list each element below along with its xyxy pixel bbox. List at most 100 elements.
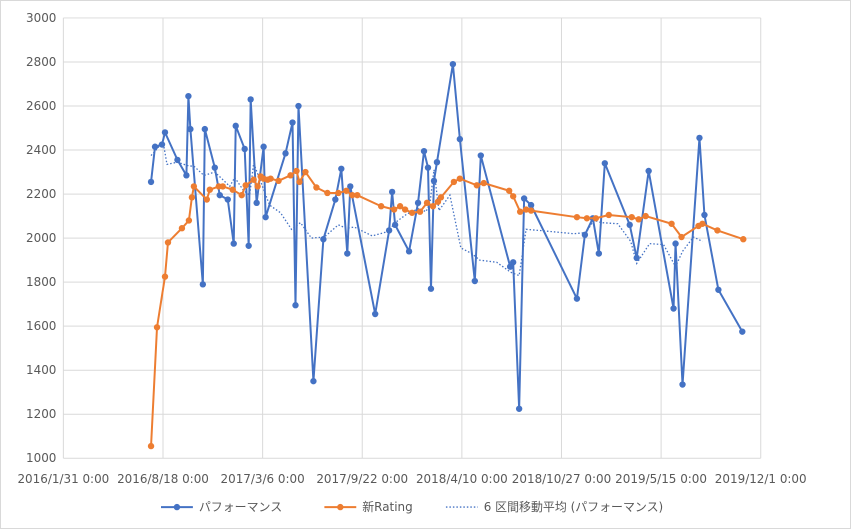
data-point — [480, 179, 487, 187]
y-tick-label: 2600 — [26, 99, 56, 113]
data-point — [473, 182, 480, 189]
data-point — [295, 102, 302, 110]
y-tick-label: 2800 — [26, 55, 56, 69]
data-point — [190, 183, 198, 190]
data-point — [178, 225, 186, 232]
data-point — [324, 189, 331, 197]
series-line — [150, 63, 744, 410]
data-point — [230, 240, 237, 247]
data-point — [349, 191, 356, 199]
data-point — [199, 281, 207, 288]
data-point — [672, 240, 679, 247]
moving-average-line — [150, 139, 703, 277]
data-point — [635, 216, 642, 223]
data-point — [174, 156, 181, 164]
x-tick-label: 2019/5/15 0:00 — [615, 472, 707, 486]
data-point — [203, 196, 211, 203]
data-point — [699, 220, 706, 227]
data-point — [372, 310, 379, 318]
data-point — [645, 167, 652, 175]
data-point — [429, 203, 437, 210]
x-tick-label: 2017/9/22 0:00 — [316, 472, 408, 486]
y-tick-label: 1200 — [26, 407, 56, 421]
y-axis-tick-labels: 1000 1200 1400 1600 1800 2000 2200 2400 2600 2800… — [26, 11, 56, 465]
data-point — [527, 207, 535, 214]
data-point — [701, 211, 708, 219]
data-point — [158, 141, 166, 148]
data-point — [670, 305, 677, 312]
data-point — [396, 203, 404, 210]
data-point — [505, 187, 513, 194]
series-layer — [147, 60, 747, 450]
data-point — [633, 254, 640, 262]
data-point — [161, 273, 169, 280]
data-point — [430, 177, 438, 185]
y-tick-label: 2000 — [26, 231, 56, 245]
data-point — [354, 191, 361, 199]
data-point — [515, 405, 523, 412]
data-point — [477, 152, 484, 159]
data-point — [405, 248, 413, 255]
data-point — [516, 208, 524, 215]
data-point — [320, 236, 327, 243]
data-point — [390, 206, 398, 213]
data-point — [427, 285, 435, 292]
data-point — [232, 122, 239, 130]
data-point — [332, 196, 339, 203]
data-point — [522, 206, 530, 213]
data-point — [583, 215, 591, 222]
x-tick-label: 2018/4/10 0:00 — [416, 472, 508, 486]
data-point — [740, 236, 747, 243]
data-point — [433, 159, 441, 166]
data-point — [188, 194, 196, 201]
data-point — [520, 195, 528, 202]
data-point — [161, 129, 169, 136]
legend-entry-moving-average: 6 区間移動平均 (パフォーマンス) — [445, 500, 663, 514]
data-point — [573, 295, 581, 302]
data-point — [183, 172, 190, 179]
x-tick-label: 2018/10/27 0:00 — [512, 472, 611, 486]
legend-marker-rating — [337, 503, 344, 511]
data-point — [696, 134, 703, 142]
data-point — [293, 167, 300, 175]
data-point — [527, 201, 535, 209]
data-point — [151, 143, 159, 150]
data-point — [420, 147, 428, 155]
series-line — [150, 169, 744, 447]
data-point — [416, 208, 424, 215]
data-point — [185, 92, 192, 100]
data-point — [456, 175, 464, 182]
data-point — [592, 215, 600, 222]
data-point — [206, 186, 214, 193]
data-point — [595, 250, 603, 257]
data-point — [401, 206, 409, 213]
data-point — [626, 221, 633, 229]
data-point — [343, 187, 350, 194]
data-point — [668, 220, 675, 227]
data-point — [241, 145, 248, 153]
data-point — [238, 191, 245, 199]
data-point — [267, 175, 274, 182]
data-point — [185, 217, 193, 224]
data-point — [216, 191, 223, 199]
data-point — [335, 189, 342, 197]
data-point — [229, 186, 236, 193]
data-point — [338, 165, 345, 172]
data-point — [211, 164, 218, 171]
data-point — [253, 199, 260, 207]
y-tick-label: 1800 — [26, 275, 56, 289]
data-point — [344, 250, 351, 257]
data-point — [456, 135, 464, 143]
legend-entry-rating: 新Rating — [324, 499, 413, 514]
data-point — [678, 233, 685, 241]
data-point — [292, 302, 299, 309]
data-point — [377, 203, 385, 210]
data-point — [245, 242, 252, 249]
data-point — [147, 442, 155, 450]
y-tick-label: 1600 — [26, 319, 56, 333]
data-point — [414, 199, 422, 207]
data-point — [282, 150, 289, 157]
legend-entry-performance: パフォーマンス — [161, 500, 282, 514]
data-point — [289, 119, 296, 126]
